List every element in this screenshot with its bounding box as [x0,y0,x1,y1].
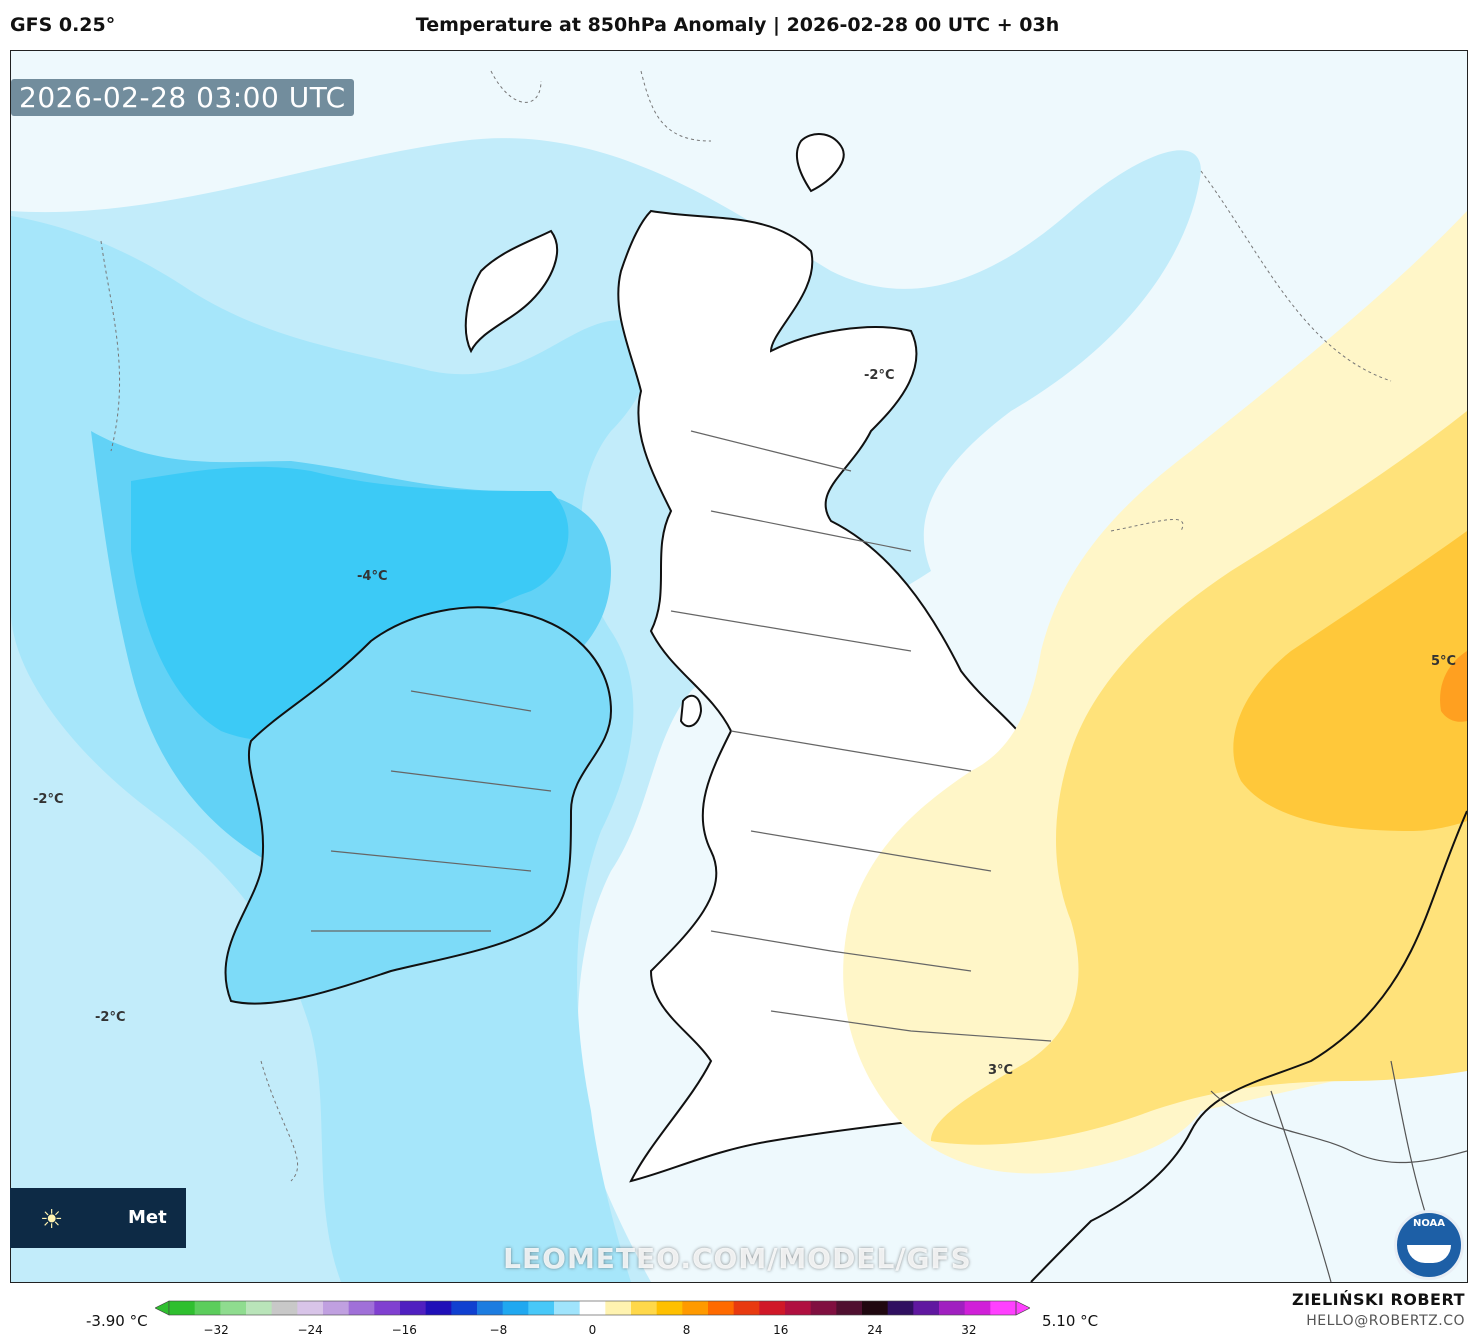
colorbar-max-label: 5.10 °C [1042,1312,1099,1330]
colorbar-swatch [348,1301,375,1315]
colorbar-swatch [297,1301,324,1315]
watermark-url: LEOMETEO.COM/MODEL/GFS [503,1242,972,1275]
colorbar-tick-label: 24 [867,1323,883,1337]
logo-text: Met [128,1207,167,1228]
isle-of-man [679,694,703,728]
colorbar-swatch [887,1301,914,1315]
colorbar-tick-label: 0 [588,1323,597,1337]
colorbar-swatch [528,1301,555,1315]
colorbar-swatch [964,1301,991,1315]
continent-coastline [1030,810,1467,1282]
colorbar-tick-label: −16 [391,1323,417,1337]
colorbar-swatch [323,1301,350,1315]
sun-icon: ☀ [40,1205,64,1235]
contour-label: -2°C [33,792,64,807]
colorbar-swatch [554,1301,581,1315]
author-email: HELLO@ROBERTZ.CO [1306,1313,1465,1329]
admin-borders [311,430,1052,1042]
colorbar-swatch [502,1301,529,1315]
colorbar-tick-label: −8 [489,1323,508,1337]
colorbar-swatch [246,1301,273,1315]
colorbar-tick-label: −24 [297,1323,323,1337]
colorbar-swatch [631,1301,658,1315]
colorbar-under-arrow [155,1300,170,1316]
colorbar-tick-label: 16 [773,1323,789,1337]
map-panel: 2026-02-28 03:00 UTC -2°C -4°C -2°C -2°C… [10,50,1468,1283]
colorbar-swatch [579,1301,606,1315]
colorbar-swatch [656,1301,683,1315]
contour-lines [100,70,1392,1182]
colorbar-swatch [759,1301,786,1315]
contour-label: 3°C [988,1063,1014,1078]
colorbar-swatch [810,1301,837,1315]
colorbar-swatch [785,1301,812,1315]
colorbar-tick-label: −32 [203,1323,229,1337]
anomaly-map [11,51,1467,1282]
colorbar-frame [168,1300,1017,1316]
noaa-wave-icon [1407,1245,1451,1263]
colorbar-swatch [271,1301,298,1315]
colorbar-swatch [477,1301,504,1315]
colorbar-swatch [374,1301,401,1315]
colorbar-swatch [682,1301,709,1315]
colorbar-tick-label: 32 [961,1323,977,1337]
timestamp-badge: 2026-02-28 03:00 UTC [11,79,354,116]
shetland-islands [795,133,845,193]
contour-label: -2°C [864,368,895,383]
colorbar-tick-label: 8 [682,1323,691,1337]
model-name: GFS 0.25° [10,14,116,36]
colorbar-swatch [990,1301,1017,1315]
colorbar-swatch [169,1301,196,1315]
noaa-logo-text: NOAA [1412,1218,1446,1229]
colorbar-swatch [220,1301,247,1315]
colorbar-swatch [862,1301,889,1315]
colorbar-swatch [836,1301,863,1315]
continent-borders [1210,1060,1467,1282]
colorbar-swatch [400,1301,427,1315]
colorbar-over-arrow [1015,1300,1030,1316]
colorbar-swatch [913,1301,940,1315]
chart-title: Temperature at 850hPa Anomaly | 2026-02-… [415,14,1060,36]
colorbar-swatch [605,1301,632,1315]
contour-label: -4°C [357,569,388,584]
colorbar [155,1300,1030,1316]
warm-anomaly-core [1233,531,1467,831]
colorbar-swatch [733,1301,760,1315]
noaa-logo: NOAA [1394,1210,1464,1280]
cold-anomaly-inner [131,466,569,741]
colorbar-min-label: -3.90 °C [86,1312,148,1330]
colorbar-swatch [194,1301,221,1315]
warm-anomaly-mid [931,411,1467,1145]
warm-anomaly-peak [1440,651,1467,722]
colorbar-swatch [939,1301,966,1315]
colorbar-swatch [451,1301,478,1315]
ireland-land [224,606,613,1005]
contour-label: 5°C [1431,654,1457,669]
colorbar-swatch [708,1301,735,1315]
leometeo-logo: ☀ Met [10,1188,186,1248]
hebrides-islands [464,229,559,354]
contour-label: -2°C [95,1010,126,1025]
author-name: ZIELIŃSKI ROBERT [1291,1290,1465,1309]
colorbar-swatch [425,1301,452,1315]
